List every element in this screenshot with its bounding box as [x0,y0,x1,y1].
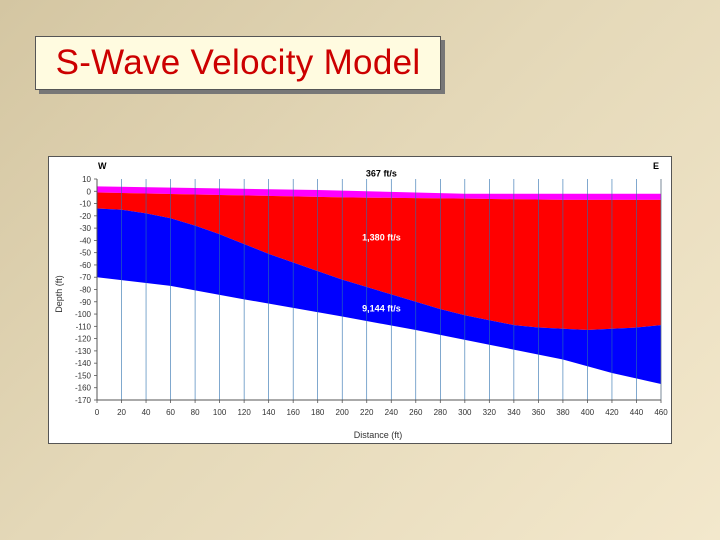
x-tick-label: 140 [262,408,276,417]
x-tick-label: 300 [458,408,472,417]
grid-group [96,179,662,400]
y-tick-label: -10 [79,200,91,209]
x-tick-label: 280 [434,408,448,417]
x-tick-label: 20 [117,408,126,417]
chart-frame: 10 0 -10 -20 -30 -40 -50 -60 -70 -80 -90 -100 -110 -1… [48,156,672,444]
x-tick-label: 100 [213,408,227,417]
y-tick-label: -150 [75,371,92,380]
slide-title-box: S-Wave Velocity Model [35,36,441,90]
y-tick-label: -60 [79,261,91,270]
x-tick-label: 360 [532,408,546,417]
y-tick-label: 10 [82,175,91,184]
x-tick-label: 260 [409,408,423,417]
y-tick-label: 0 [87,187,92,196]
y-tick-label: -100 [75,310,92,319]
y-tick-label: -110 [76,322,92,331]
x-tick-label: 380 [556,408,570,417]
x-tick-label: 220 [360,408,374,417]
x-tick-label: 80 [191,408,200,417]
layers-group [97,186,661,385]
x-tick-label: 320 [483,408,497,417]
y-tick-label: -50 [79,249,91,258]
x-tick-label: 440 [630,408,644,417]
y-tick-label: -120 [75,335,92,344]
y-tick-label: -130 [75,347,92,356]
layer-label-3: 9,144 ft/s [362,304,401,314]
layer-1 [97,186,661,200]
layer-2 [97,192,661,331]
x-tick-label: 240 [385,408,399,417]
direction-label-west: W [98,161,107,171]
x-axis-title: Distance (ft) [354,430,403,440]
x-tick-label: 460 [654,408,668,417]
y-tick-label: -80 [79,286,91,295]
x-tick-label: 200 [336,408,350,417]
direction-label-east: E [653,161,659,171]
y-tick-label: -70 [79,273,91,282]
y-tick-label: -90 [79,298,91,307]
axes-group: 100-10-20-30-40-50-60-70-80-90-100-110-1… [75,175,668,417]
x-tick-label: 40 [142,408,151,417]
velocity-model-chart: 100-10-20-30-40-50-60-70-80-90-100-110-1… [54,161,668,440]
x-tick-label: 340 [507,408,521,417]
y-tick-label: -160 [75,384,92,393]
y-tick-label: -20 [79,212,91,221]
layer-label-2: 1,380 ft/s [362,232,401,242]
y-axis-title: Depth (ft) [54,275,64,313]
y-tick-label: -170 [75,396,92,405]
x-tick-label: 400 [581,408,595,417]
layer-3 [97,208,661,385]
x-tick-label: 180 [311,408,325,417]
y-tick-label: -140 [75,359,92,368]
x-tick-label: 420 [605,408,619,417]
labels-group: 367 ft/s 1,380 ft/s 9,144 ft/s [362,169,401,314]
x-tick-label: 0 [95,408,100,417]
y-tick-label: -30 [79,224,91,233]
layer-label-1: 367 ft/s [366,169,397,179]
x-tick-label: 160 [286,408,300,417]
x-tick-label: 120 [237,408,251,417]
y-tick-label: -40 [79,236,91,245]
x-tick-label: 60 [166,408,175,417]
slide-title: S-Wave Velocity Model [55,43,421,82]
